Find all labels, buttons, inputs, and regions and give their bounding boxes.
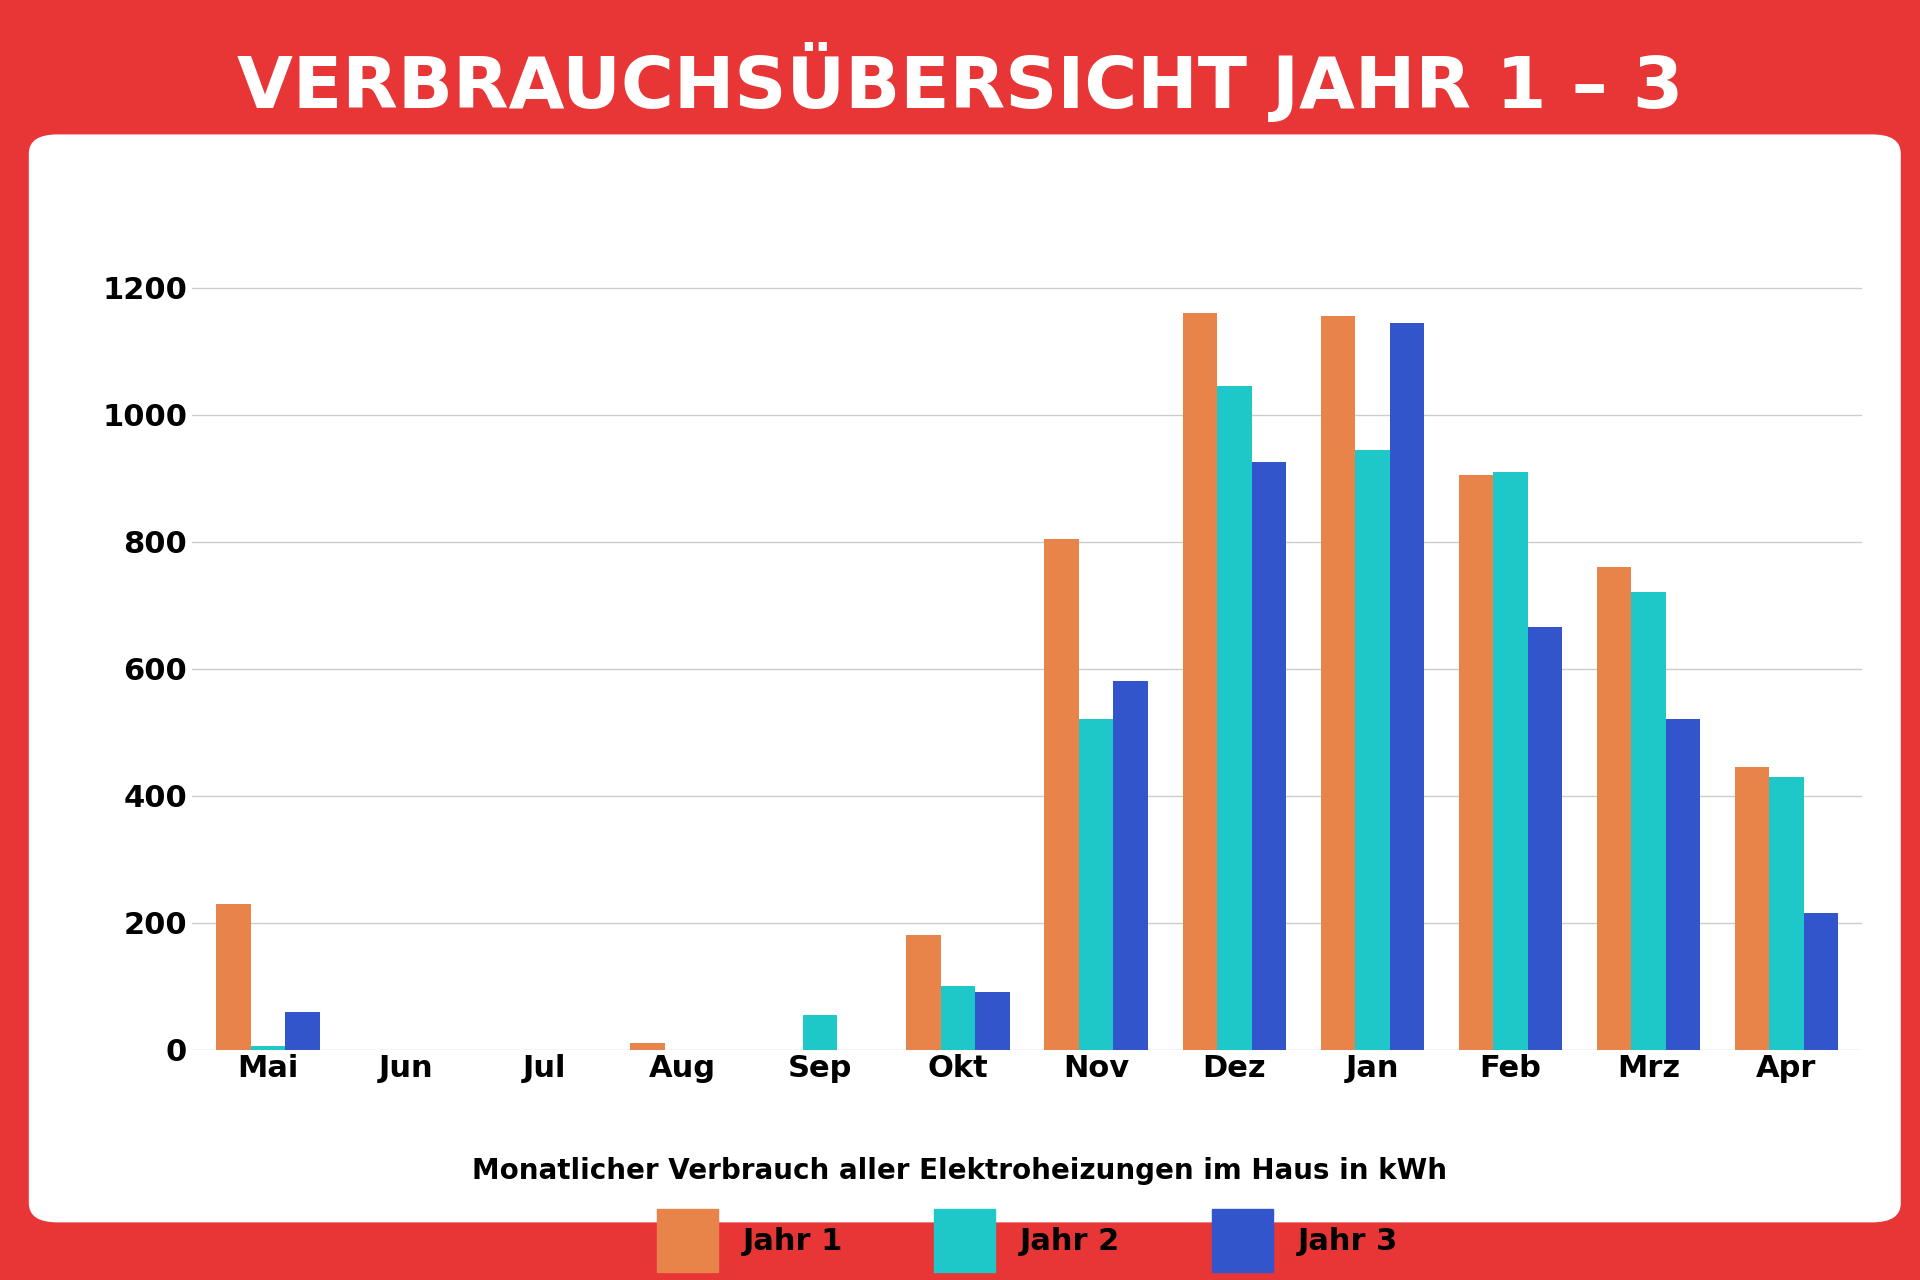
Bar — [1734, 767, 1768, 1050]
Bar — [1183, 314, 1217, 1050]
Bar — [1217, 387, 1252, 1050]
Bar — [1667, 719, 1701, 1050]
Bar — [1252, 462, 1286, 1050]
Bar — [1459, 475, 1494, 1050]
Bar — [1356, 449, 1390, 1050]
Bar — [1597, 567, 1632, 1050]
Bar — [1768, 777, 1803, 1050]
Bar — [1114, 681, 1148, 1050]
Legend: Jahr 1, Jahr 2, Jahr 3: Jahr 1, Jahr 2, Jahr 3 — [657, 1210, 1398, 1272]
Bar — [1044, 539, 1079, 1050]
Bar — [1632, 593, 1667, 1050]
Bar — [906, 936, 941, 1050]
Text: Monatlicher Verbrauch aller Elektroheizungen im Haus in kWh: Monatlicher Verbrauch aller Elektroheizu… — [472, 1157, 1448, 1185]
Bar — [803, 1015, 837, 1050]
Bar — [975, 992, 1010, 1050]
Bar — [1494, 472, 1528, 1050]
Bar — [252, 1047, 286, 1050]
Bar — [217, 904, 252, 1050]
Bar — [1079, 719, 1114, 1050]
Bar — [286, 1011, 321, 1050]
Text: VERBRAUCHSÜBERSICHT JAHR 1 – 3: VERBRAUCHSÜBERSICHT JAHR 1 – 3 — [236, 44, 1684, 123]
Bar — [1803, 913, 1837, 1050]
Bar — [1528, 627, 1563, 1050]
Bar — [941, 986, 975, 1050]
Bar — [1321, 316, 1356, 1050]
Bar — [630, 1043, 664, 1050]
Bar — [1390, 323, 1425, 1050]
